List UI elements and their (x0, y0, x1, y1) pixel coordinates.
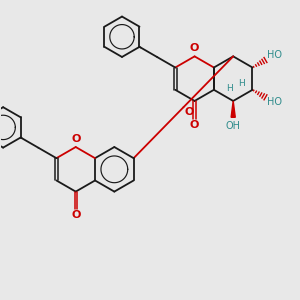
Text: O: O (190, 43, 199, 53)
Text: O: O (190, 120, 199, 130)
Text: H: H (226, 84, 233, 93)
Text: O: O (71, 210, 80, 220)
Text: OH: OH (226, 121, 241, 130)
Text: HO: HO (267, 98, 282, 107)
Polygon shape (231, 101, 235, 117)
Text: O: O (184, 107, 194, 118)
Text: HO: HO (267, 50, 282, 60)
Text: H: H (238, 79, 245, 88)
Text: O: O (71, 134, 80, 144)
